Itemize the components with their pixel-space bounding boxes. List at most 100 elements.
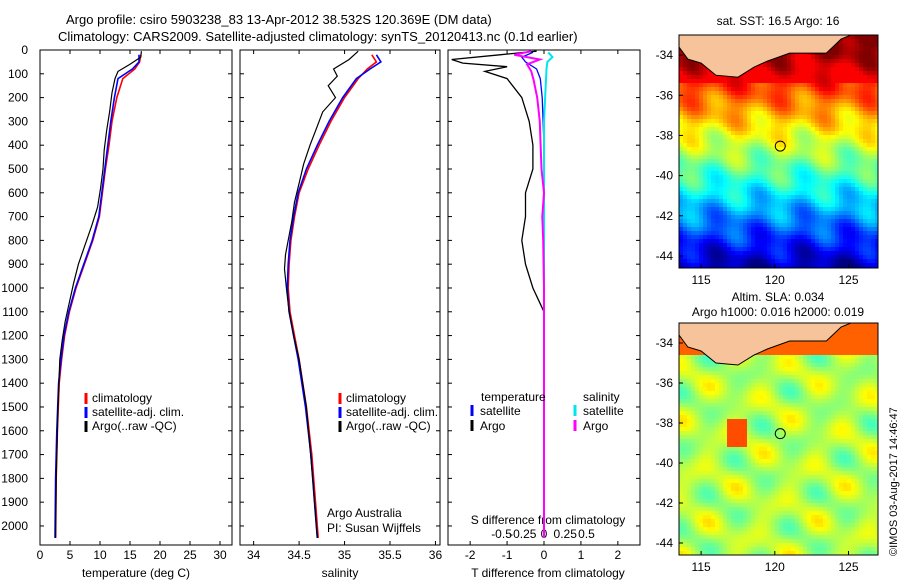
sla-map-cell [847, 415, 851, 419]
sla-map-cell [699, 395, 703, 399]
sst-map-cell [771, 203, 775, 207]
sla-map-cell [751, 379, 755, 383]
sst-map-cell [759, 167, 763, 171]
sst-map-cell [859, 263, 863, 267]
sla-map-cell [795, 347, 799, 351]
sst-map-cell [787, 91, 791, 95]
sst-map-cell [843, 71, 847, 75]
sla-map-cell [799, 455, 803, 459]
sla-map-cell [739, 435, 743, 439]
sla-map-cell [747, 379, 751, 383]
sst-map-cell [759, 223, 763, 227]
sla-map-cell [871, 339, 875, 343]
sla-map-cell [831, 383, 835, 387]
sst-map-cell [771, 127, 775, 131]
sla-map-cell [851, 411, 855, 415]
sst-map-cell [735, 115, 739, 119]
sla-map-cell [723, 427, 727, 431]
sst-map-cell [691, 115, 695, 119]
sla-map-cell [815, 371, 819, 375]
sst-map-cell [859, 131, 863, 135]
sst-map-cell [771, 175, 775, 179]
sst-map-cell [819, 227, 823, 231]
sst-map-cell [723, 135, 727, 139]
sla-map-cell [703, 463, 707, 467]
sst-map-cell [855, 155, 859, 159]
sst-map-cell [787, 119, 791, 123]
sst-map-cell [835, 211, 839, 215]
sla-map-title-line2: Argo h1000: 0.016 h2000: 0.019 [692, 305, 864, 319]
sst-map-cell [731, 131, 735, 135]
sst-map-cell [783, 131, 787, 135]
sst-map-cell [691, 175, 695, 179]
sst-map-cell [775, 211, 779, 215]
sst-map-cell [763, 123, 767, 127]
sla-map-cell [771, 351, 775, 355]
sst-map-cell [775, 119, 779, 123]
sla-map-cell [827, 439, 831, 443]
sst-map-cell [739, 151, 743, 155]
sst-map-cell [711, 95, 715, 99]
sst-map-cell [815, 251, 819, 255]
sst-map-cell [719, 263, 723, 267]
sst-map-cell [823, 91, 827, 95]
sst-map-cell [819, 151, 823, 155]
sla-map-cell [827, 351, 831, 355]
sla-map-cell [863, 335, 867, 339]
sst-map-cell [815, 139, 819, 143]
sla-map-cell [795, 399, 799, 403]
sst-map-cell [715, 91, 719, 95]
sst-map-cell [763, 87, 767, 91]
sst-map-cell [775, 91, 779, 95]
sst-map-cell [683, 183, 687, 187]
sla-map-cell [743, 431, 747, 435]
sst-map-cell [855, 191, 859, 195]
sla-map-cell [695, 403, 699, 407]
sst-map-cell [779, 207, 783, 211]
sla-map-cell [683, 439, 687, 443]
sla-map-cell [683, 419, 687, 423]
sst-map-cell [739, 119, 743, 123]
sst-map-cell [787, 87, 791, 91]
sst-map-cell [875, 79, 878, 83]
sla-map-cell [743, 435, 747, 439]
sst-map-cell [803, 255, 807, 259]
sst-map-cell [871, 155, 875, 159]
sla-map-cell [851, 335, 855, 339]
sst-map-cell [683, 227, 687, 231]
sla-map-cell [839, 407, 843, 411]
sst-map-cell [839, 223, 843, 227]
sst-map-cell [859, 63, 863, 67]
sst-map-cell [723, 79, 727, 83]
sla-map-cell [815, 399, 819, 403]
sla-map-cell [863, 375, 867, 379]
sla-map-cell [839, 387, 843, 391]
sst-map-cell [751, 115, 755, 119]
sla-map-cell [831, 411, 835, 415]
sst-map-cell [851, 223, 855, 227]
sst-map-cell [751, 263, 755, 267]
sst-map-cell [743, 227, 747, 231]
sst-map-cell [791, 251, 795, 255]
sst-map-cell [727, 151, 731, 155]
sla-map-cell [755, 427, 759, 431]
sst-map-cell [695, 231, 699, 235]
sst-map-cell [727, 99, 731, 103]
sst-map-cell [751, 87, 755, 91]
sst-map-cell [843, 95, 847, 99]
sla-map-cell [707, 411, 711, 415]
sst-map-cell [727, 263, 731, 267]
sla-map-cell [771, 459, 775, 463]
sst-map-cell [679, 259, 683, 263]
sst-map-cell [787, 203, 791, 207]
salinity-xtick-label: 34 [247, 548, 261, 562]
sst-map-cell [763, 219, 767, 223]
sla-map-cell [759, 451, 763, 455]
sst-map-cell [803, 183, 807, 187]
sla-map-cell [743, 463, 747, 467]
sla-map-cell [863, 407, 867, 411]
sla-map-cell [691, 427, 695, 431]
sla-map-cell [843, 363, 847, 367]
sst-map-cell [859, 51, 863, 55]
sla-map-cell [847, 379, 851, 383]
